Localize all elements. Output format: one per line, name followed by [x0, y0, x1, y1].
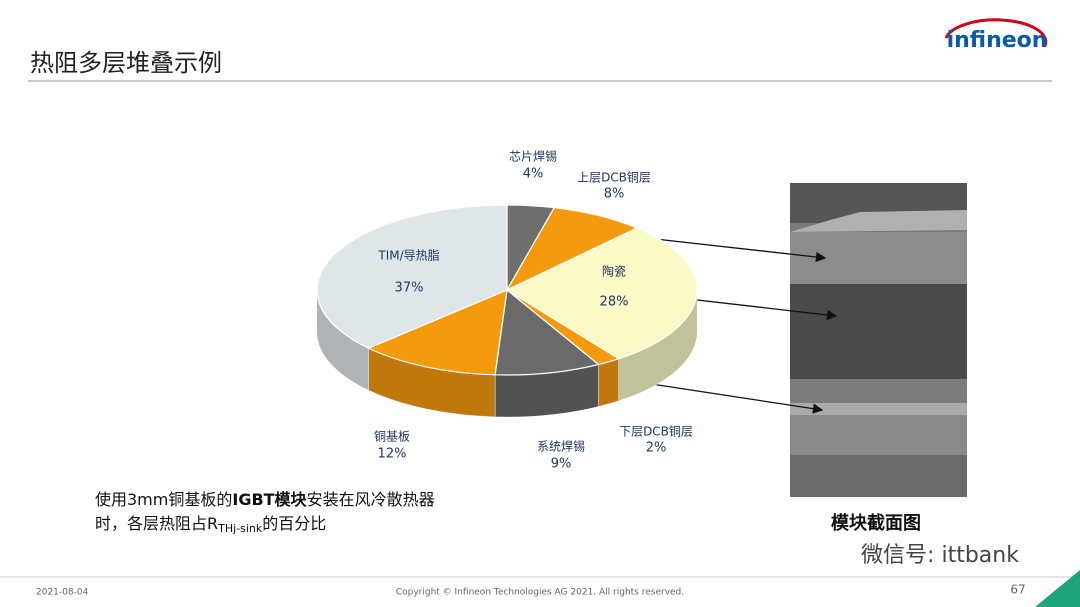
- pie-slice: [316, 204, 508, 349]
- caption-part: 的百分比: [262, 514, 326, 533]
- slice-label: TIM/导热脂: [377, 248, 439, 263]
- slice-label: 铜基板: [374, 429, 410, 444]
- pie-side-shade: [618, 290, 697, 401]
- slice-label: 系统焊锡: [537, 439, 585, 454]
- slice-value: 4%: [523, 167, 544, 182]
- slice-value: 28%: [600, 295, 629, 310]
- pie-slice: [367, 289, 508, 376]
- cross-section: [790, 183, 967, 497]
- pie-side-shade: [495, 364, 599, 418]
- caption-line-2: 时，各层热阻占RTHj-sink的百分比: [95, 514, 326, 536]
- pie-slice: [505, 207, 639, 292]
- pie-chart: [316, 204, 698, 418]
- footer-copyright: Copyright © Infineon Technologies AG 202…: [396, 588, 684, 598]
- caption-part: 使用3mm铜基板的: [95, 490, 232, 509]
- corner-accent: [1035, 570, 1080, 607]
- slice-label: 下层DCB铜层: [619, 424, 693, 439]
- pie-slice: [494, 288, 600, 376]
- pie-side-shade: [368, 348, 496, 417]
- slice-value: 8%: [604, 187, 625, 202]
- caption-part: IGBT模块: [232, 490, 307, 509]
- caption-part: 安装在风冷散热器: [307, 490, 435, 509]
- slice-value: 12%: [378, 447, 407, 462]
- pie-side-shade: [598, 358, 619, 407]
- pie-side-shade: [317, 290, 369, 391]
- caption-line-1: 使用3mm铜基板的IGBT模块安装在风冷散热器: [95, 490, 435, 509]
- slice-label: 芯片焊锡: [509, 149, 557, 164]
- slide-title: 热阻多层堆叠示例: [30, 49, 222, 77]
- logo: infineon: [947, 28, 1048, 53]
- page-number: 67: [1010, 583, 1025, 597]
- slice-value: 2%: [646, 441, 667, 456]
- caption-subscript: THj-sink: [217, 522, 263, 535]
- caption-part: 时，各层热阻占R: [95, 514, 218, 533]
- logo-swoosh: [944, 18, 1048, 47]
- slice-label: 陶瓷: [602, 264, 626, 279]
- slice-label: 上层DCB铜层: [577, 170, 651, 185]
- image-caption: 模块截面图: [831, 512, 921, 534]
- watermark: 微信号: ittbank: [861, 543, 1019, 568]
- footer-date: 2021-08-04: [36, 588, 89, 598]
- slice-value: 37%: [395, 281, 424, 296]
- pie-slice: [505, 227, 698, 360]
- slice-value: 9%: [551, 457, 572, 472]
